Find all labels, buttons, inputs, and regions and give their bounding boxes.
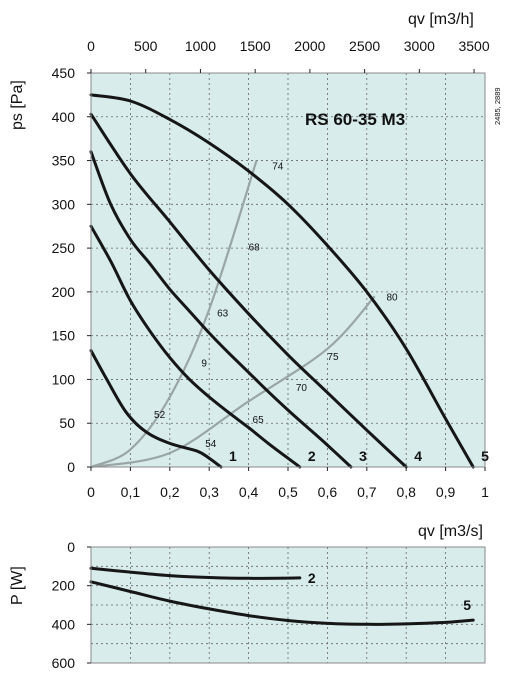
y-tick-label: 50 [59, 415, 75, 431]
efficiency-label: 63 [217, 308, 229, 319]
power-curve-label-5: 5 [463, 597, 471, 613]
bottom-x-tick-label: 0,1 [121, 484, 141, 500]
efficiency-label: 68 [249, 243, 261, 254]
efficiency-label: 70 [296, 383, 308, 394]
power-curve-2 [89, 566, 302, 580]
reference-note: 2485, 2889 [493, 87, 502, 125]
y-tick-label: 0 [67, 459, 75, 475]
power-y-tick-label: 200 [52, 578, 76, 594]
main-y-axis-title: ps [Pa] [9, 80, 26, 130]
efficiency-label: 54 [205, 439, 217, 450]
fan-curve-3 [89, 150, 353, 469]
power-y-axis-title: P [W] [9, 566, 26, 605]
efficiency-label: 80 [387, 293, 399, 304]
top-x-axis-title: qv [m3/h] [408, 11, 474, 28]
fan-curve-4 [89, 112, 408, 469]
bottom-x-tick-label: 1 [481, 484, 489, 500]
y-tick-label: 150 [52, 328, 76, 344]
efficiency-label: 74 [272, 161, 284, 172]
power-y-tick-label: 400 [52, 616, 76, 632]
top-x-tick-label: 2000 [294, 38, 325, 54]
power-grid [91, 547, 485, 663]
top-x-tick-label: 3500 [458, 38, 489, 54]
efficiency-label: 52 [154, 410, 166, 421]
curve-label-5: 5 [481, 448, 489, 464]
top-x-tick-label: 1500 [240, 38, 271, 54]
main-chart: 0 0,1 0,2 0,3 0,4 0,5 0,6 0,7 0,8 0,9 10 500 1000 150… [9, 11, 502, 540]
power-curve-5 [89, 580, 475, 626]
main-tick-labels: 0 0,1 0,2 0,3 0,4 0,5 0,6 0,7 0,8 0,9 10 500 1000 150… [52, 38, 490, 500]
y-tick-label: 450 [52, 65, 76, 81]
curve-label-3: 3 [359, 448, 367, 464]
system-curve [90, 160, 258, 469]
bottom-x-tick-label: 0,9 [436, 484, 456, 500]
fan-curve-2 [89, 224, 302, 469]
system-curve [90, 295, 376, 469]
bottom-x-tick-label: 0,3 [199, 484, 219, 500]
bottom-x-tick-label: 0,8 [396, 484, 416, 500]
fan-curve-1 [89, 349, 223, 469]
curve-label-4: 4 [414, 448, 422, 464]
bottom-x-tick-label: 0,6 [318, 484, 338, 500]
efficiency-label: 65 [253, 415, 265, 426]
power-tick-labels: 0 200 400 600 [52, 539, 91, 671]
power-plot-frame [90, 546, 486, 664]
y-tick-label: 250 [52, 240, 76, 256]
curve-label-2: 2 [308, 448, 316, 464]
bottom-x-tick-label: 0 [87, 484, 95, 500]
y-tick-label: 200 [52, 284, 76, 300]
y-tick-label: 400 [52, 109, 76, 125]
top-x-tick-label: 3000 [404, 38, 435, 54]
top-x-tick-label: 0 [87, 38, 95, 54]
fan-curves [89, 93, 475, 469]
bottom-x-tick-label: 0,4 [239, 484, 259, 500]
power-curves [89, 566, 475, 626]
fan-curve-5 [89, 93, 475, 469]
top-x-tick-label: 500 [134, 38, 158, 54]
top-x-tick-label: 2500 [349, 38, 380, 54]
system-curves [90, 160, 376, 469]
bottom-x-tick-label: 0,5 [278, 484, 298, 500]
power-y-tick-label: 0 [67, 539, 75, 555]
curve-label-1: 1 [229, 448, 237, 464]
chart-title: RS 60-35 M3 [305, 110, 405, 129]
bottom-x-tick-label: 0,7 [357, 484, 377, 500]
bottom-x-tick-label: 0,2 [160, 484, 180, 500]
y-tick-label: 100 [52, 371, 76, 387]
power-y-tick-label: 600 [52, 655, 76, 671]
power-curve-labels: 25 [308, 570, 471, 613]
y-tick-label: 300 [52, 196, 76, 212]
efficiency-label: 9 [201, 358, 207, 369]
top-x-tick-label: 1000 [185, 38, 216, 54]
efficiency-label: 75 [327, 352, 339, 363]
y-tick-label: 350 [52, 153, 76, 169]
efficiency-labels: 74 68 63 9 52 54 80 75 70 65 [154, 161, 398, 450]
power-curve-label-2: 2 [308, 570, 316, 586]
curve-number-labels: 1 2 3 4 5 [229, 448, 489, 464]
bottom-x-axis-title: qv [m3/s] [418, 523, 483, 540]
